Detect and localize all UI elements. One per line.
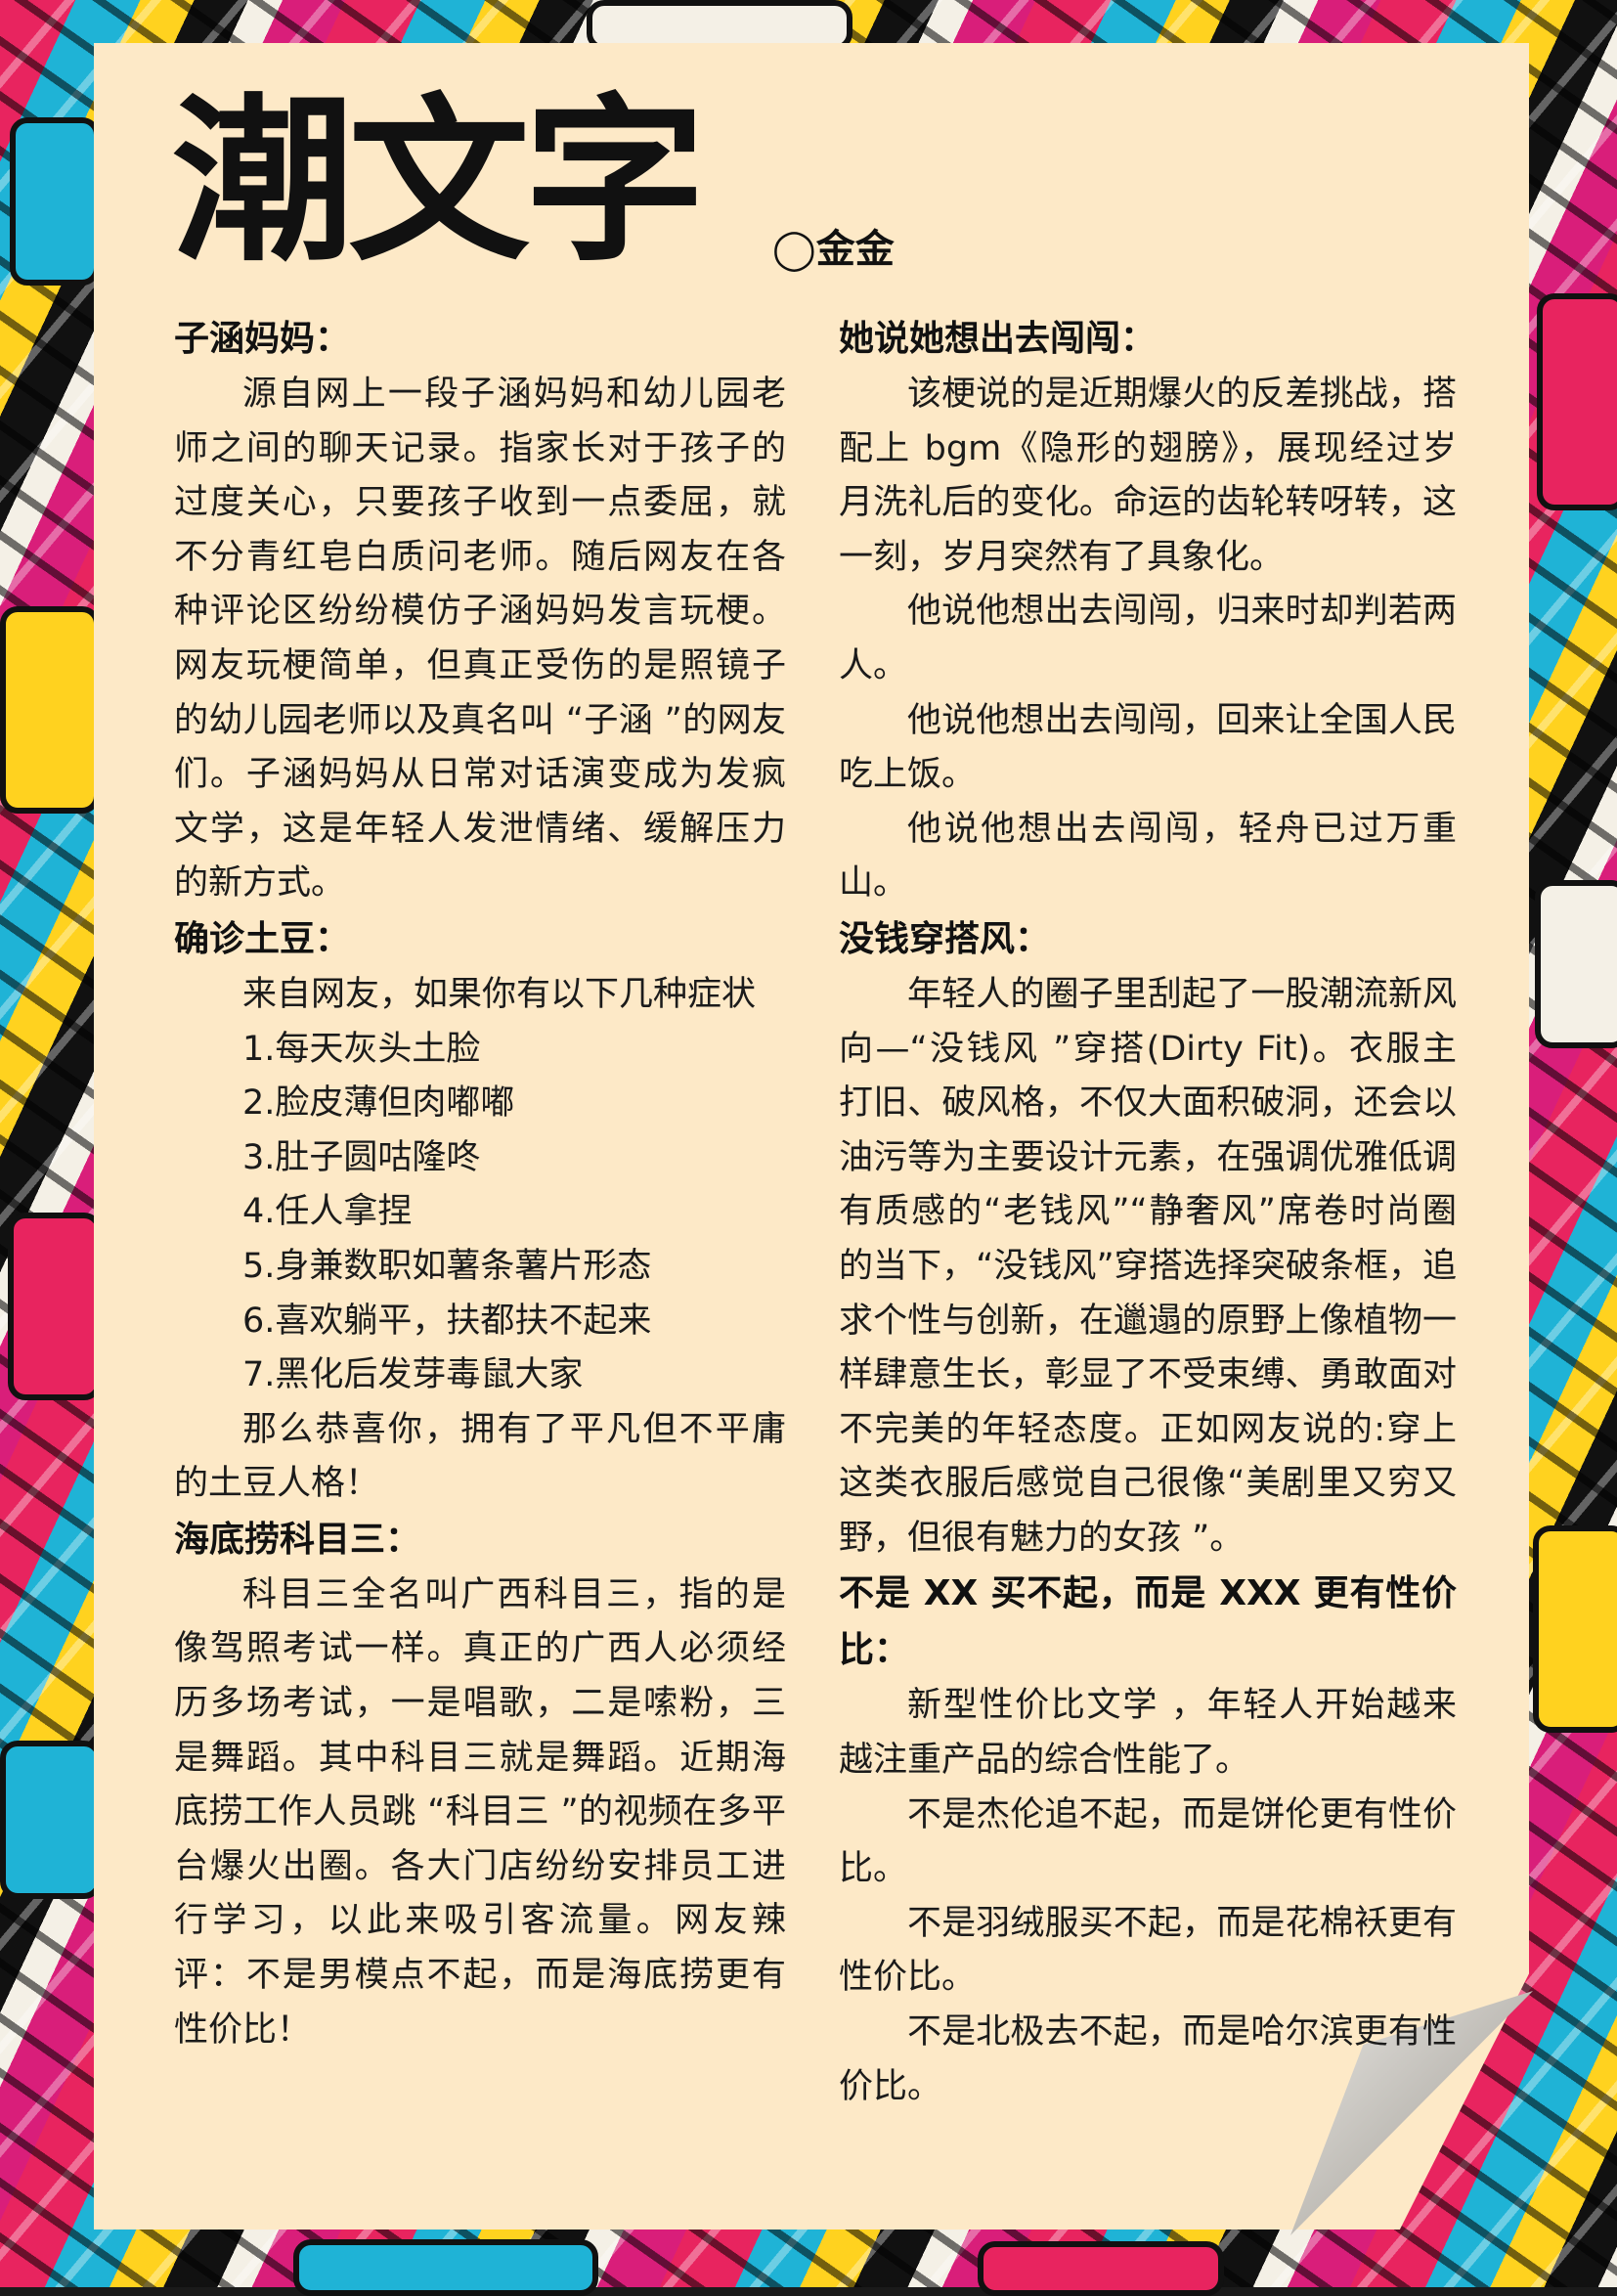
section-heading: 子涵妈妈： [174, 319, 351, 359]
sticker-shape [587, 0, 852, 51]
left-column: 子涵妈妈： 源自网上一段子涵妈妈和幼儿园老师之间的聊天记录。指家长对于孩子的过度… [174, 311, 786, 2057]
paragraph: 科目三全名叫广西科目三，指的是像驾照考试一样。真正的广西人必须经历多场考试，一是… [174, 1574, 786, 2050]
paragraph: 年轻人的圈子里刮起了一股潮流新风向—“没钱风 ”穿搭(Dirty Fit)。衣服… [839, 974, 1457, 1558]
section-heading: 不是 XX 买不起，而是 XXX 更有性价比： [839, 1573, 1457, 1671]
paragraph: 不是杰伦追不起，而是饼伦更有性价比。 [839, 1794, 1457, 1889]
sticker-shape [8, 1213, 102, 1400]
paper-sheet [94, 43, 1529, 2230]
paragraph: 源自网上一段子涵妈妈和幼儿园老师之间的聊天记录。指家长对于孩子的过度关心，只要孩… [174, 375, 786, 904]
list-item: 1.每天灰头土脸 [242, 1029, 481, 1069]
paragraph: 不是北极去不起，而是哈尔滨更有性价比。 [839, 2012, 1457, 2106]
list-item: 2.脸皮薄但肉嘟嘟 [242, 1083, 515, 1124]
sticker-shape [10, 117, 100, 286]
sticker-shape [978, 2241, 1224, 2296]
list-intro: 来自网友，如果你有以下几种症状 [242, 974, 757, 1014]
sticker-shape [293, 2239, 598, 2296]
list-item: 4.任人拿捏 [242, 1192, 413, 1232]
paragraph: 他说他想出去闯闯，轻舟已过万重山。 [839, 809, 1457, 904]
list-item: 3.肚子圆咕隆咚 [242, 1137, 481, 1177]
paragraph: 不是羽绒服买不起，而是花棉袄更有性价比。 [839, 1903, 1457, 1998]
section-heading: 没钱穿搭风： [839, 918, 1051, 959]
section-dirty-fit: 没钱穿搭风： 年轻人的圈子里刮起了一股潮流新风向—“没钱风 ”穿搭(Dirty … [839, 911, 1457, 1567]
sticker-shape [1533, 1525, 1617, 1733]
sticker-shape [1535, 880, 1617, 1048]
right-column: 她说她想出去闯闯： 该梗说的是近期爆火的反差挑战，搭配上 bgm《隐形的翅膀》，… [839, 311, 1457, 2114]
section-heading: 确诊土豆： [174, 918, 351, 959]
section-go-out: 她说她想出去闯闯： 该梗说的是近期爆火的反差挑战，搭配上 bgm《隐形的翅膀》，… [839, 311, 1457, 911]
section-value-literature: 不是 XX 买不起，而是 XXX 更有性价比： 新型性价比文学 ，年轻人开始越来… [839, 1566, 1457, 2114]
section-heading: 她说她想出去闯闯： [839, 319, 1157, 359]
paragraph: 他说他想出去闯闯，回来让全国人民吃上饭。 [839, 700, 1457, 795]
list-item: 5.身兼数职如薯条薯片形态 [242, 1246, 652, 1286]
section-heading: 海底捞科目三： [174, 1519, 421, 1560]
sticker-shape [1537, 293, 1617, 510]
paragraph: 新型性价比文学 ，年轻人开始越来越注重产品的综合性能了。 [839, 1686, 1457, 1781]
sticker-shape [0, 1741, 102, 1899]
paragraph: 该梗说的是近期爆火的反差挑战，搭配上 bgm《隐形的翅膀》，展现经过岁月洗礼后的… [839, 375, 1457, 577]
list-item: 6.喜欢躺平，扶都扶不起来 [242, 1301, 652, 1341]
page-title: 潮文字 [172, 77, 706, 286]
section-haidilao: 海底捞科目三： 科目三全名叫广西科目三，指的是像驾照考试一样。真正的广西人必须经… [174, 1512, 786, 2057]
paragraph: 他说他想出去闯闯，归来时却判若两人。 [839, 592, 1457, 685]
list-item: 7.黑化后发芽毒鼠大家 [242, 1355, 584, 1395]
sticker-shape [0, 606, 100, 814]
section-potato: 确诊土豆： 来自网友，如果你有以下几种症状 1.每天灰头土脸 2.脸皮薄但肉嘟嘟… [174, 911, 786, 1512]
paragraph: 那么恭喜你，拥有了平凡但不平庸的土豆人格！ [174, 1409, 786, 1504]
author-byline: ◯金金 [772, 227, 895, 272]
section-zihan-mom: 子涵妈妈： 源自网上一段子涵妈妈和幼儿园老师之间的聊天记录。指家长对于孩子的过度… [174, 311, 786, 911]
